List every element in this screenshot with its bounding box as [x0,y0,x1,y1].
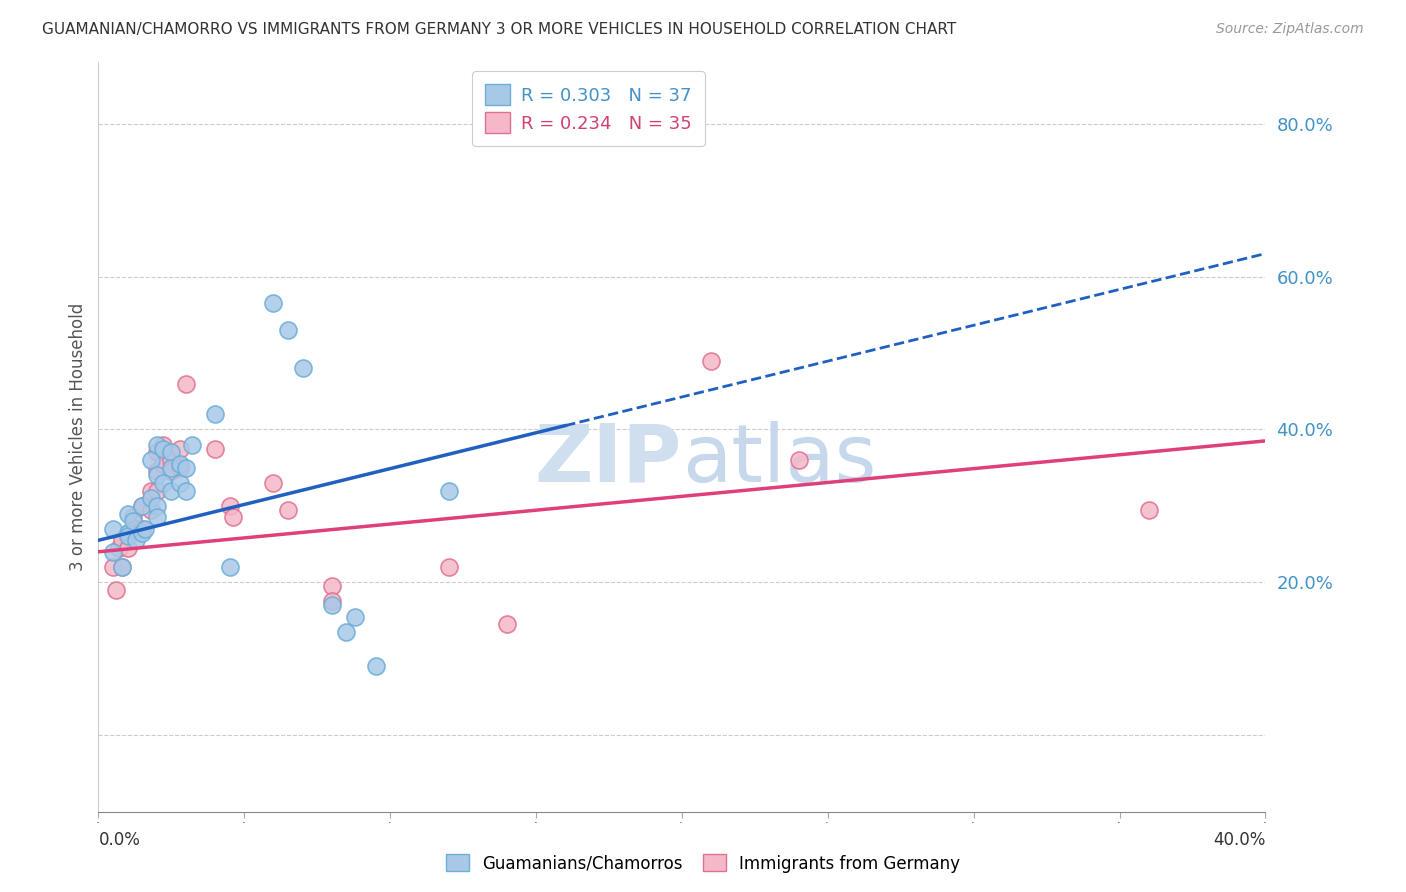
Point [169,442,191,456]
Point [131,525,153,540]
Point [335,625,357,640]
Point [152,475,174,490]
Point [131,522,153,536]
Point [125,522,148,536]
Point [101,545,124,559]
Text: 40.0%: 40.0% [1213,830,1265,849]
Point [117,525,139,540]
Point [146,468,169,483]
Point [117,525,139,540]
Point [204,407,226,421]
Point [1137,502,1160,516]
Point [160,465,183,479]
Point [321,599,343,613]
Point [146,483,169,498]
Point [160,453,183,467]
Point [146,510,169,524]
Point [111,533,134,548]
Point [134,522,156,536]
Point [146,438,169,452]
Point [108,541,131,555]
Text: Source: ZipAtlas.com: Source: ZipAtlas.com [1216,22,1364,37]
Point [277,323,299,337]
Point [321,579,343,593]
Point [321,594,343,608]
Point [262,475,284,490]
Point [139,502,162,516]
Point [169,457,191,471]
Point [152,438,174,452]
Point [146,499,169,513]
Point [174,483,197,498]
Point [146,445,169,459]
Legend: R = 0.303   N = 37, R = 0.234   N = 35: R = 0.303 N = 37, R = 0.234 N = 35 [472,71,704,145]
Text: atlas: atlas [682,420,876,499]
Point [204,442,226,456]
Point [117,507,139,521]
Point [146,465,169,479]
Point [218,499,240,513]
Point [104,582,127,597]
Text: 0.0%: 0.0% [98,830,141,849]
Point [117,529,139,543]
Point [787,453,810,467]
Point [437,483,460,498]
Point [111,560,134,574]
Point [364,659,387,673]
Point [344,609,367,624]
Point [262,296,284,310]
Point [437,560,460,574]
Point [277,502,299,516]
Point [218,560,240,574]
Point [496,617,519,632]
Point [139,453,162,467]
Point [169,475,191,490]
Point [152,442,174,456]
Point [131,499,153,513]
Point [700,353,723,368]
Point [111,560,134,574]
Point [160,483,183,498]
Point [160,460,183,475]
Point [139,491,162,506]
Point [169,460,191,475]
Text: ZIP: ZIP [534,420,682,499]
Point [174,460,197,475]
Text: GUAMANIAN/CHAMORRO VS IMMIGRANTS FROM GERMANY 3 OR MORE VEHICLES IN HOUSEHOLD CO: GUAMANIAN/CHAMORRO VS IMMIGRANTS FROM GE… [42,22,956,37]
Point [291,361,314,376]
Point [101,522,124,536]
Point [101,560,124,574]
Point [122,510,145,524]
Legend: Guamanians/Chamorros, Immigrants from Germany: Guamanians/Chamorros, Immigrants from Ge… [439,847,967,880]
Point [125,533,148,548]
Y-axis label: 3 or more Vehicles in Household: 3 or more Vehicles in Household [69,303,87,571]
Point [221,510,243,524]
Point [122,514,145,528]
Point [160,445,183,459]
Point [139,483,162,498]
Point [180,438,202,452]
Point [152,457,174,471]
Point [174,376,197,391]
Point [131,499,153,513]
Point [117,541,139,555]
